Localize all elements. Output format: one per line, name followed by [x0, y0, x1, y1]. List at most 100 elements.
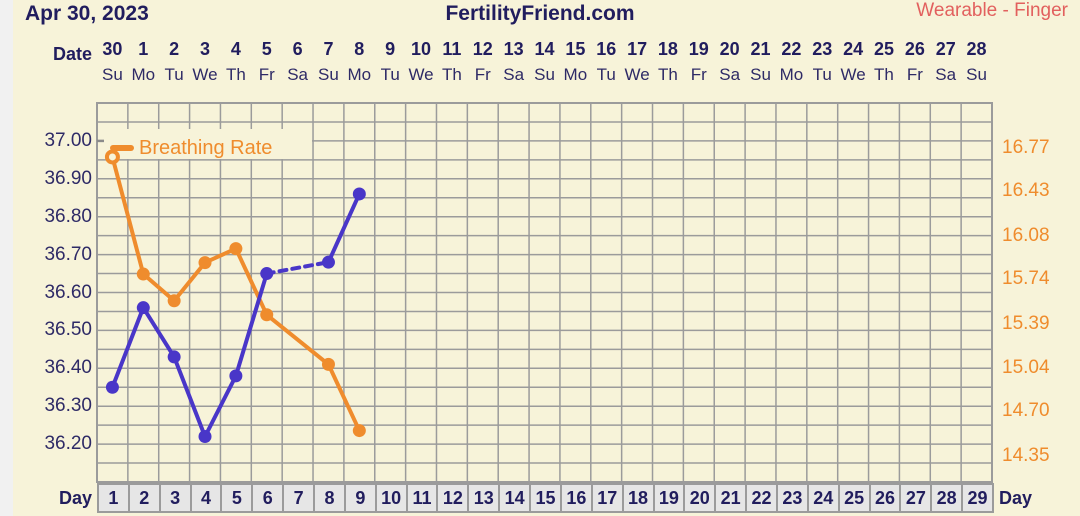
- series-segment-breathing-rate: [172, 260, 208, 303]
- weekday-label: Su: [750, 65, 771, 84]
- date-number: 9: [385, 39, 396, 59]
- date-number: 16: [596, 39, 617, 59]
- date-number: 22: [781, 39, 802, 59]
- right-axis-tick-label: 16.77: [1002, 137, 1050, 159]
- date-number: 14: [534, 39, 555, 59]
- day-cell[interactable]: 25: [837, 483, 871, 513]
- weekday-label: We: [408, 65, 434, 84]
- day-cell[interactable]: 17: [590, 483, 624, 513]
- data-point-temperature[interactable]: [229, 369, 243, 383]
- date-number: 17: [627, 39, 648, 59]
- data-point-breathing-rate[interactable]: [352, 424, 366, 438]
- date-number: 24: [843, 39, 864, 59]
- day-cell[interactable]: 26: [868, 483, 902, 513]
- right-axis-tick-label: 15.39: [1002, 312, 1050, 334]
- series-segment-breathing-rate: [264, 312, 331, 367]
- right-axis-tick-label: 16.08: [1002, 224, 1050, 246]
- left-axis-tick-label: 36.90: [44, 167, 92, 189]
- data-point-breathing-rate[interactable]: [260, 308, 274, 322]
- data-point-breathing-rate[interactable]: [136, 267, 150, 281]
- data-point-temperature[interactable]: [352, 187, 366, 201]
- day-row-label-left: Day: [58, 488, 92, 508]
- weekday-label: Mo: [131, 65, 156, 84]
- day-cell[interactable]: 2: [127, 483, 161, 513]
- weekday-label: Mo: [563, 65, 588, 84]
- series-segment-breathing-rate: [326, 362, 362, 433]
- left-axis-tick-label: 36.60: [44, 281, 92, 303]
- day-cell[interactable]: 5: [220, 483, 254, 513]
- day-cell[interactable]: 4: [189, 483, 223, 513]
- day-cell[interactable]: 20: [683, 483, 717, 513]
- data-point-breathing-rate[interactable]: [167, 294, 181, 308]
- day-cell[interactable]: 11: [405, 483, 439, 513]
- weekday-label: Sa: [935, 65, 957, 84]
- day-cell[interactable]: 10: [374, 483, 408, 513]
- date-number: 4: [230, 39, 241, 59]
- weekday-label: Su: [318, 65, 339, 84]
- data-point-temperature[interactable]: [136, 301, 150, 315]
- series-segment-temperature: [203, 373, 238, 439]
- day-cell[interactable]: 13: [467, 483, 501, 513]
- day-cell[interactable]: 15: [529, 483, 562, 513]
- date-number: 2: [169, 39, 180, 59]
- weekday-label: Mo: [779, 65, 804, 84]
- day-cell[interactable]: 28: [930, 483, 964, 513]
- weekday-label: Su: [534, 65, 555, 84]
- date-number: 11: [442, 39, 462, 59]
- date-number: 15: [565, 39, 586, 59]
- left-axis-tick-label: 36.70: [44, 243, 92, 265]
- site-title: FertilityFriend.com: [445, 2, 635, 25]
- date-number: 3: [200, 39, 211, 59]
- day-cell[interactable]: 12: [436, 483, 470, 513]
- weekday-label: Tu: [380, 65, 400, 84]
- day-cell[interactable]: 3: [158, 483, 192, 513]
- series-segment-temperature: [172, 354, 208, 439]
- day-cell[interactable]: 8: [313, 483, 346, 513]
- data-point-breathing-rate[interactable]: [321, 357, 335, 371]
- day-cell[interactable]: 9: [343, 483, 377, 513]
- day-cell[interactable]: 24: [806, 483, 840, 513]
- data-point-breathing-rate[interactable]: [198, 256, 212, 270]
- date-number: 20: [719, 39, 740, 59]
- left-axis-tick-label: 36.80: [44, 205, 92, 227]
- day-cell[interactable]: 23: [775, 483, 809, 513]
- date-number: 27: [935, 39, 956, 59]
- legend-label: Breathing Rate: [139, 137, 272, 159]
- day-cell[interactable]: 22: [745, 483, 778, 513]
- day-cell[interactable]: 6: [251, 483, 285, 513]
- data-point-open-breathing-rate[interactable]: [104, 149, 120, 165]
- series-segment-temperature: [326, 191, 362, 265]
- data-source-label: Wearable - Finger: [916, 0, 1068, 21]
- day-cell[interactable]: 29: [961, 483, 994, 513]
- date-row-label: Date: [52, 44, 92, 64]
- data-point-temperature[interactable]: [198, 430, 212, 444]
- left-edge-strip: [0, 0, 13, 516]
- weekday-label: Su: [966, 65, 987, 84]
- weekday-label: Tu: [164, 65, 184, 84]
- day-cell[interactable]: 14: [498, 483, 532, 513]
- day-cell[interactable]: 19: [652, 483, 686, 513]
- day-cell[interactable]: 16: [559, 483, 593, 513]
- data-point-temperature[interactable]: [105, 380, 119, 394]
- chart-date-title: Apr 30, 2023: [25, 2, 149, 25]
- date-number: 28: [966, 39, 987, 59]
- data-point-temperature[interactable]: [260, 267, 274, 281]
- date-number: 25: [873, 39, 894, 59]
- day-cell[interactable]: 1: [97, 483, 130, 513]
- date-number: 6: [292, 39, 303, 59]
- day-cell[interactable]: 18: [621, 483, 655, 513]
- day-row-label-right: Day: [999, 488, 1033, 508]
- date-number: 12: [472, 39, 493, 59]
- weekday-label: Th: [441, 65, 462, 84]
- day-cell[interactable]: 27: [899, 483, 933, 513]
- weekday-label: Fr: [906, 65, 923, 84]
- day-cell[interactable]: 7: [282, 483, 316, 513]
- data-point-breathing-rate[interactable]: [229, 242, 243, 256]
- data-point-temperature[interactable]: [167, 350, 181, 364]
- date-number: 19: [688, 39, 709, 59]
- data-point-temperature[interactable]: [321, 255, 335, 269]
- series-segment-temperature: [110, 305, 146, 390]
- day-cell[interactable]: 21: [714, 483, 748, 513]
- weekday-label: Su: [102, 65, 123, 84]
